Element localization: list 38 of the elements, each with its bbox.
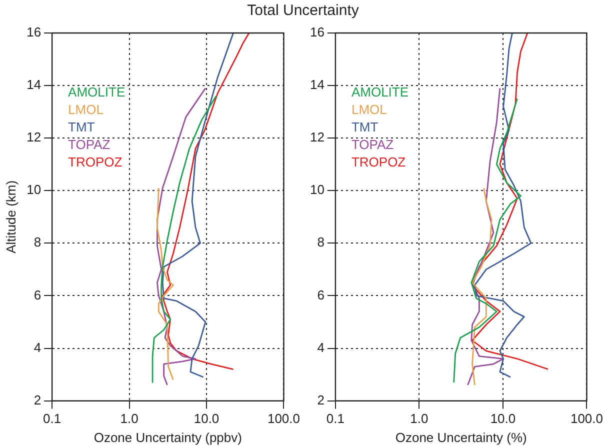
y-tick-label: 2 xyxy=(317,392,324,408)
text: TMT xyxy=(68,120,95,135)
y-tick-label: 12 xyxy=(310,130,324,145)
y-tick-label: 6 xyxy=(317,287,324,302)
y-axis-title: Altitude (km) xyxy=(3,180,18,254)
text: TROPOZ xyxy=(351,154,406,170)
x-tick-label: 10.0 xyxy=(490,411,516,426)
text: LMOL xyxy=(68,102,104,118)
text: TMT xyxy=(351,120,378,135)
x-tick-label: 100.0 xyxy=(570,411,604,426)
y-tick-label: 6 xyxy=(34,287,42,302)
x-tick-label: 1.0 xyxy=(120,411,138,426)
y-tick-label: 12 xyxy=(26,130,42,145)
y-tick-label: 4 xyxy=(317,340,324,355)
y-tick-label: 2 xyxy=(34,392,42,408)
x-tick-label: 1.0 xyxy=(410,411,428,426)
y-tick-label: 10 xyxy=(310,182,324,198)
x-tick-label: 100.0 xyxy=(267,411,300,426)
text: TROPOZ xyxy=(68,154,122,170)
text: TOPAZ xyxy=(68,137,110,152)
y-tick-label: 10 xyxy=(26,182,42,198)
text: TOPAZ xyxy=(351,137,394,152)
y-tick-label: 14 xyxy=(26,77,42,92)
text: AMOLITE xyxy=(68,84,126,100)
text: AMOLITE xyxy=(351,84,409,100)
y-tick-label: 14 xyxy=(310,77,324,92)
x-axis-title: Ozone Uncertainty (%) xyxy=(395,430,527,445)
x-tick-label: 0.1 xyxy=(43,411,62,426)
text: LMOL xyxy=(351,102,387,118)
x-tick-label: 10.0 xyxy=(194,411,220,426)
chart-title: Total Uncertainty xyxy=(246,2,360,19)
y-tick-label: 8 xyxy=(34,234,42,250)
x-tick-label: 0.1 xyxy=(326,411,344,426)
y-tick-label: 16 xyxy=(310,24,324,40)
y-tick-label: 8 xyxy=(317,234,324,250)
x-axis-title: Ozone Uncertainty (ppbv) xyxy=(94,430,242,445)
y-tick-label: 4 xyxy=(34,340,42,355)
y-tick-label: 16 xyxy=(26,24,42,40)
